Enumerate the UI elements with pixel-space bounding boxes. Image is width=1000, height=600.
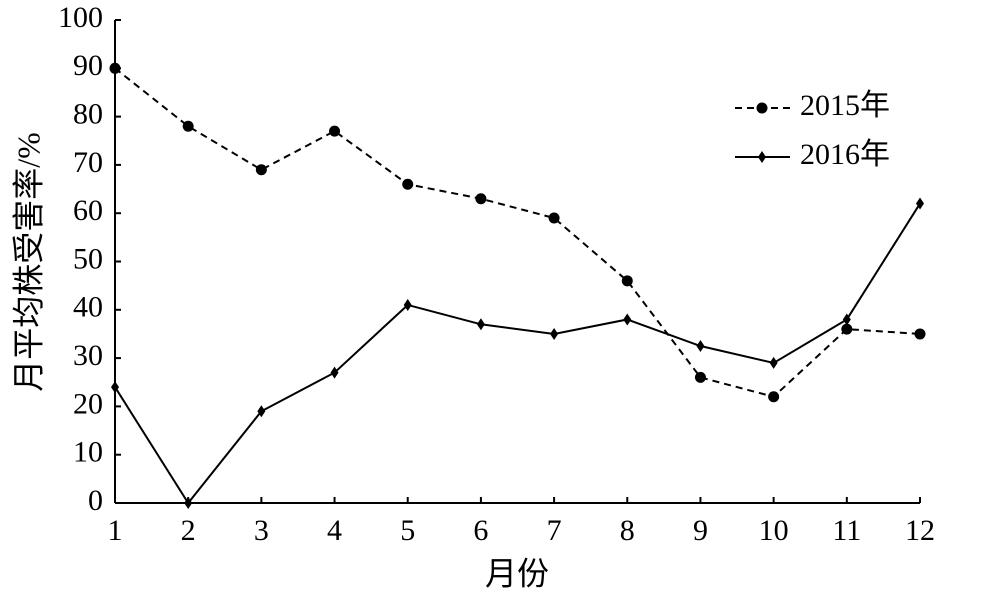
y-tick-label: 10 xyxy=(73,436,103,469)
x-tick-label: 2 xyxy=(181,514,196,547)
marker xyxy=(842,313,851,326)
marker xyxy=(758,151,766,163)
marker xyxy=(694,371,706,383)
marker xyxy=(769,356,778,369)
x-tick-label: 1 xyxy=(108,514,123,547)
marker xyxy=(768,391,780,403)
x-tick-label: 6 xyxy=(473,514,488,547)
y-tick-label: 80 xyxy=(73,97,103,130)
x-tick-label: 3 xyxy=(254,514,269,547)
y-tick-label: 70 xyxy=(73,146,103,179)
x-tick-label: 11 xyxy=(832,514,861,547)
series-line xyxy=(114,203,921,505)
x-axis-label: 月份 xyxy=(485,555,549,591)
marker xyxy=(476,318,485,331)
legend-label: 2015年 xyxy=(800,89,890,122)
marker xyxy=(914,328,926,340)
y-tick-label: 100 xyxy=(58,1,103,34)
marker xyxy=(548,212,560,224)
y-tick-label: 30 xyxy=(73,339,103,372)
marker xyxy=(756,102,768,114)
x-tick-label: 7 xyxy=(547,514,562,547)
y-tick-label: 40 xyxy=(73,291,103,324)
marker xyxy=(623,313,632,326)
marker xyxy=(841,323,853,335)
x-tick-label: 12 xyxy=(905,514,935,547)
marker xyxy=(402,178,414,190)
y-axis-label: 月平均株受害率/% xyxy=(10,132,46,392)
marker xyxy=(257,405,266,418)
legend-label: 2016年 xyxy=(800,138,890,171)
marker xyxy=(330,366,339,379)
y-tick-label: 0 xyxy=(88,484,103,517)
marker xyxy=(550,327,559,340)
marker xyxy=(182,120,194,132)
x-tick-label: 9 xyxy=(693,514,708,547)
marker xyxy=(696,340,705,353)
marker xyxy=(184,497,193,509)
marker xyxy=(329,125,341,137)
marker xyxy=(403,298,412,311)
marker xyxy=(255,164,267,176)
y-tick-label: 20 xyxy=(73,387,103,420)
y-tick-label: 50 xyxy=(73,242,103,275)
x-tick-label: 4 xyxy=(327,514,342,547)
y-tick-label: 90 xyxy=(73,49,103,82)
x-tick-label: 5 xyxy=(400,514,415,547)
x-tick-label: 8 xyxy=(620,514,635,547)
marker xyxy=(621,275,633,287)
marker xyxy=(111,381,119,394)
y-tick-label: 60 xyxy=(73,194,103,227)
marker xyxy=(475,193,487,205)
marker xyxy=(916,197,924,210)
x-tick-label: 10 xyxy=(759,514,789,547)
marker xyxy=(109,62,121,74)
